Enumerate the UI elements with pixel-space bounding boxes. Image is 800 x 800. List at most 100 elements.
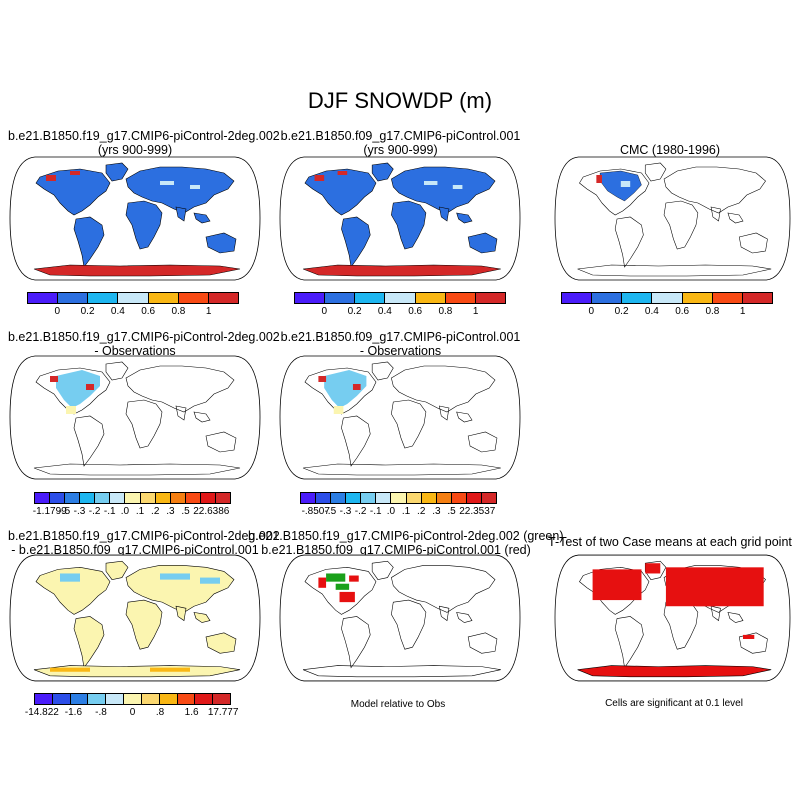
colorbar-swatch: [35, 694, 53, 704]
map-panel-2: [279, 156, 521, 281]
snow-moderate-region: [190, 185, 200, 189]
africa-outline: [125, 399, 163, 449]
colorbar-tick-label: -.3: [339, 506, 352, 517]
colorbar-tick-label: -.3: [73, 506, 86, 517]
seasia-outline: [193, 212, 211, 224]
panel-4-title-line1: b.e21.B1850.f19_g17.CMIP6-piControl-2deg…: [8, 330, 280, 344]
colorbar-panel-6: [34, 693, 231, 705]
antarctica-outline: [577, 264, 772, 277]
panel-6-title: b.e21.B1850.f19_g17.CMIP6-piControl-2deg…: [8, 529, 280, 557]
colorbar-swatch: [155, 493, 171, 503]
colorbar-tick-label: -.1: [103, 506, 116, 517]
colorbar-swatch: [70, 694, 89, 704]
colorbar-swatch: [106, 694, 125, 704]
colorbar-tick-label: 0.6: [408, 306, 423, 317]
colorbar-swatch: [481, 493, 497, 503]
eurasia-outline: [663, 166, 766, 214]
colorbar-swatch: [88, 293, 119, 303]
colorbar-swatch: [177, 694, 196, 704]
obs-snow-region: [599, 170, 642, 202]
colorbar-tick-label: 0.4: [644, 306, 659, 317]
namerica-outline: [579, 168, 650, 216]
colorbar-swatch: [316, 493, 332, 503]
significant-region: [743, 634, 755, 639]
colorbar-panel-2: [294, 292, 506, 304]
colorbar-swatch: [95, 493, 111, 503]
colorbar-swatch: [325, 293, 356, 303]
seasia-outline: [193, 411, 211, 423]
colorbar-tick-label: 17.777: [207, 707, 239, 718]
samerica-outline: [341, 415, 371, 467]
obs-high-snow-region: [596, 175, 602, 183]
colorbar-swatch: [682, 293, 713, 303]
greenland-outline: [644, 560, 667, 580]
eurasia-outline: [125, 564, 235, 613]
snow-moderate-region: [452, 185, 463, 189]
map-panel-5: [279, 355, 521, 480]
panel-1-title: b.e21.B1850.f19_g17.CMIP6-piControl-2deg…: [8, 129, 280, 157]
colorbar-tick-label: .1: [135, 506, 145, 517]
colorbar-swatch: [385, 293, 416, 303]
antarctica-outline: [302, 264, 501, 277]
africa-outline: [391, 399, 427, 449]
namerica-outline: [304, 367, 377, 415]
colorbar-swatch: [50, 493, 66, 503]
africa-outline: [125, 200, 163, 250]
eurasia-outline: [125, 166, 235, 214]
colorbar-swatch: [28, 293, 59, 303]
colorbar-tick-label: 22.6386: [193, 506, 230, 517]
panel-5-title: b.e21.B1850.f09_g17.CMIP6-piControl.001 …: [278, 330, 523, 358]
colorbar-swatch: [213, 694, 230, 704]
colorbar-swatch: [118, 293, 149, 303]
panel-6-title-line1: b.e21.B1850.f19_g17.CMIP6-piControl-2deg…: [8, 529, 280, 543]
colorbar-tick-label: 0.2: [80, 306, 95, 317]
map-panel-3: [554, 156, 791, 281]
map-panel-1: [9, 156, 261, 281]
samerica-outline: [614, 216, 644, 268]
india-outline: [438, 605, 450, 622]
colorbar-tick-label: .1: [401, 506, 411, 517]
snow-high-region: [337, 171, 348, 175]
colorbar-swatch: [415, 293, 446, 303]
eurasia-outline: [391, 564, 496, 613]
namerica-outline: [579, 567, 650, 615]
africa-outline: [663, 200, 699, 250]
colorbar-swatch: [742, 293, 772, 303]
significant-region: [696, 600, 715, 607]
greenland-outline: [105, 560, 129, 580]
seasia-outline: [456, 611, 473, 623]
colorbar-tick-label: 0.8: [171, 306, 186, 317]
colorbar-tick-label: -.8507: [301, 506, 330, 517]
colorbar-tick-label: .0: [386, 506, 396, 517]
panel-3-title: CMC (1980-1996): [560, 143, 780, 157]
colorbar-swatch: [80, 493, 96, 503]
antarctica-outline: [33, 463, 241, 476]
snow-high-region: [70, 171, 80, 175]
colorbar-swatch: [125, 493, 141, 503]
india-outline: [175, 206, 187, 222]
antarctica-outline: [33, 264, 241, 277]
colorbar-tick-label: 0: [54, 306, 61, 317]
colorbar-swatch: [436, 493, 452, 503]
obs-moderate-region: [620, 181, 631, 187]
africa-outline: [125, 599, 163, 650]
australia-outline: [205, 232, 237, 254]
diff-positive-region: [352, 384, 361, 390]
eurasia-outline: [125, 365, 235, 413]
colorbar-swatch: [376, 493, 392, 503]
samerica-outline: [341, 216, 371, 268]
australia-outline: [738, 632, 768, 654]
colorbar-panel-5: [300, 492, 497, 504]
colorbar-swatch: [301, 493, 317, 503]
panel-2-title: b.e21.B1850.f09_g17.CMIP6-piControl.001 …: [278, 129, 523, 157]
panel-7-title-line1: b.e21.B1850.f19_g17.CMIP6-piControl-2deg…: [248, 529, 564, 543]
india-outline: [710, 605, 721, 622]
casediff-negative-region: [60, 573, 80, 582]
australia-outline: [467, 632, 498, 654]
india-outline: [175, 405, 187, 421]
colorbar-swatch: [148, 293, 179, 303]
seasia-outline: [193, 611, 211, 623]
significant-region: [592, 569, 642, 601]
snow-moderate-region: [424, 181, 438, 185]
colorbar-tick-label: -1.6: [64, 707, 83, 718]
